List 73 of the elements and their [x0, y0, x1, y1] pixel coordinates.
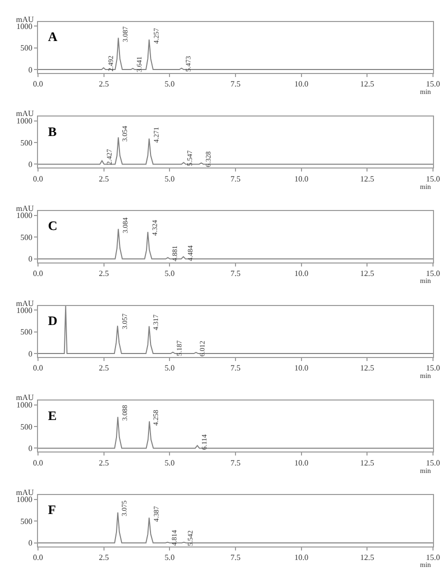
x-tick-label: 7.5 [230, 458, 240, 468]
y-tick-label: 1000 [16, 495, 32, 504]
x-tick-label: 15.0 [426, 552, 440, 562]
x-tick-label: 15.0 [426, 364, 440, 373]
y-tick-label: 500 [20, 138, 32, 148]
text: F [48, 502, 56, 517]
x-tick-label: 10.0 [294, 458, 308, 468]
x-tick-label: 10.0 [294, 268, 308, 278]
x-tick-label: 7.5 [230, 174, 240, 184]
y-tick-label: 500 [20, 516, 32, 526]
y-axis-title: mAU [16, 299, 34, 308]
y-tick-label: 1000 [16, 211, 32, 220]
x-tick-label: 0.0 [33, 174, 43, 184]
text: B [48, 124, 57, 139]
y-tick-label: 500 [20, 422, 32, 432]
line-series [38, 306, 433, 354]
x-tick-label: 7.5 [230, 80, 240, 89]
x-tick-label: 12.5 [360, 552, 374, 562]
x-tick-label: 0.0 [33, 268, 43, 278]
x-tick-label: 5.0 [164, 268, 175, 278]
x-tick-label: 2.5 [98, 174, 109, 184]
y-tick-label: 0 [28, 254, 32, 264]
x-tick-label: 2.5 [98, 364, 109, 373]
y-tick-label: 0 [28, 65, 32, 74]
y-tick-label: 1000 [16, 400, 32, 410]
x-tick-label: 5.0 [164, 458, 175, 468]
x-tick-label: 0.0 [33, 80, 43, 89]
x-tick-label: 2.5 [98, 268, 109, 278]
text: A [48, 29, 58, 44]
y-tick-label: 1000 [16, 116, 32, 126]
x-tick-label: 10.0 [294, 80, 308, 89]
y-tick-label: 1000 [16, 22, 32, 31]
x-tick-label: 5.0 [164, 80, 175, 89]
x-tick-label: 12.5 [360, 80, 374, 89]
x-tick-label: 10.0 [294, 552, 308, 562]
x-tick-label: 2.5 [98, 80, 109, 89]
y-axis-title: mAU [16, 488, 34, 497]
y-axis-title: mAU [16, 109, 34, 118]
text: E [48, 408, 57, 423]
x-tick-label: 5.0 [164, 552, 175, 562]
x-tick-label: 0.0 [33, 364, 43, 373]
x-tick-label: 15.0 [426, 268, 440, 278]
text: D [48, 313, 58, 328]
x-tick-label: 0.0 [33, 458, 43, 468]
x-tick-label: 7.5 [230, 552, 240, 562]
y-axis-title: mAU [16, 393, 34, 402]
y-tick-label: 500 [20, 328, 32, 337]
y-tick-label: 0 [28, 538, 32, 548]
x-tick-label: 10.0 [294, 364, 308, 373]
y-tick-label: 0 [28, 349, 32, 358]
x-tick-label: 12.5 [360, 174, 374, 184]
y-tick-label: 1000 [16, 306, 32, 315]
x-tick-label: 5.0 [164, 364, 175, 373]
y-axis-title: mAU [16, 204, 34, 213]
y-tick-label: 500 [20, 232, 32, 242]
x-tick-label: 5.0 [164, 174, 175, 184]
text: C [48, 218, 58, 233]
x-tick-label: 7.5 [230, 268, 240, 278]
x-tick-label: 15.0 [426, 80, 440, 89]
x-tick-label: 0.0 [33, 552, 43, 562]
x-tick-label: 12.5 [360, 458, 374, 468]
x-tick-label: 7.5 [230, 364, 240, 373]
y-axis-title: mAU [16, 15, 34, 24]
y-tick-label: 0 [28, 444, 32, 454]
x-tick-label: 2.5 [98, 552, 109, 562]
x-tick-label: 15.0 [426, 174, 440, 184]
y-tick-label: 500 [20, 44, 32, 53]
x-tick-label: 2.5 [98, 458, 109, 468]
x-tick-label: 12.5 [360, 364, 374, 373]
x-tick-label: 12.5 [360, 268, 374, 278]
y-tick-label: 0 [28, 160, 32, 170]
x-tick-label: 10.0 [294, 174, 308, 184]
x-tick-label: 15.0 [426, 458, 440, 468]
